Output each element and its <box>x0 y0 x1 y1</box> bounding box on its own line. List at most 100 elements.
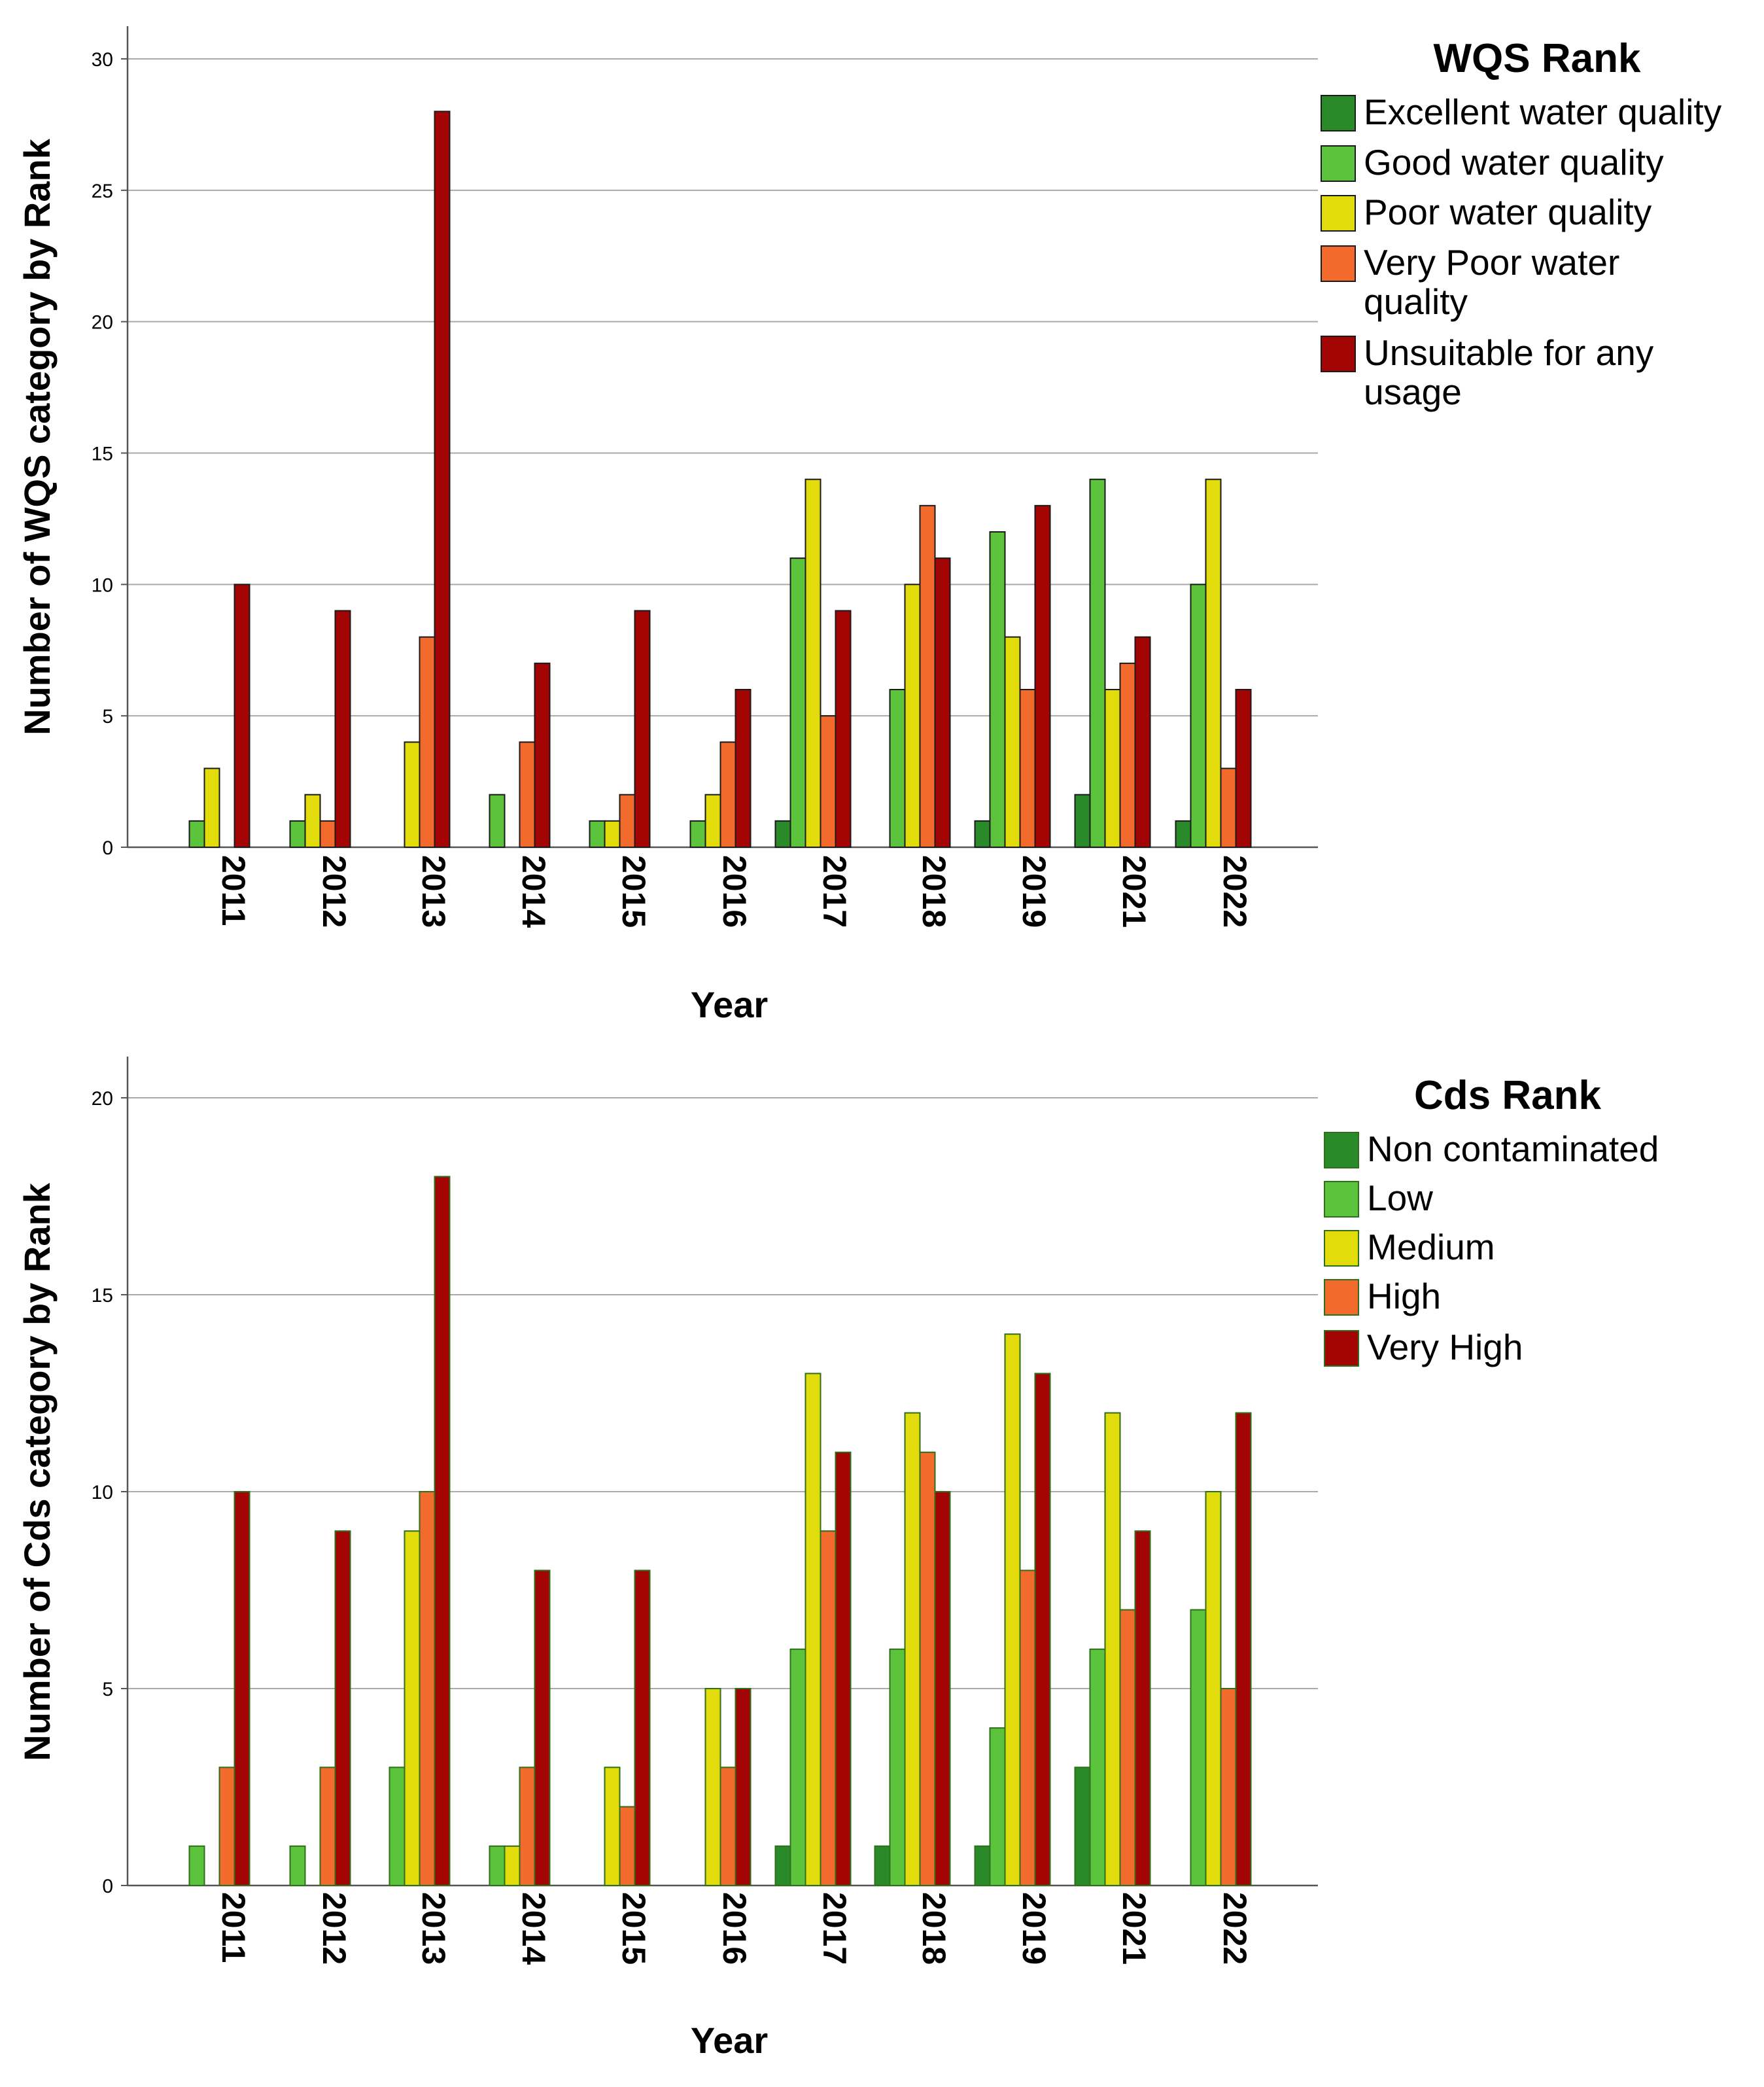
y-tick-label: 5 <box>102 706 113 728</box>
bar-2011-high <box>218 1766 235 1886</box>
bar-2017-non-contaminated <box>774 1845 791 1887</box>
chart-panel-2: 0 5 10 15 20 2011 2012 2013 2014 2015 2016 2017 2018… <box>16 1057 1659 2061</box>
x-category-label: 2021 <box>1116 1892 1152 1965</box>
bar-2021-very-high <box>1134 1530 1151 1886</box>
bar-2012-unsuitable-for-any-usage <box>334 610 351 848</box>
bar-2018-non-contaminated <box>874 1845 891 1887</box>
bar-2015-very-poor-water-quality <box>619 794 636 848</box>
legend-swatch <box>1321 336 1356 372</box>
x-category-label: 2022 <box>1217 1892 1253 1965</box>
legend-label: Very High <box>1367 1327 1523 1367</box>
legend-label: Low <box>1367 1178 1433 1218</box>
bar-2022-very-high <box>1235 1412 1252 1887</box>
bar-2019-high <box>1019 1570 1036 1886</box>
bar-2013-very-poor-water-quality <box>419 636 436 849</box>
legend-label: Very Poor water quality <box>1364 242 1619 322</box>
bar-2017-excellent-water-quality <box>774 820 791 849</box>
bar-2021-unsuitable-for-any-usage <box>1134 636 1151 849</box>
bar-2018-unsuitable-for-any-usage <box>934 557 951 849</box>
bar-2019-medium <box>1004 1333 1021 1886</box>
bar-2022-excellent-water-quality <box>1175 820 1192 849</box>
y-tick-label: 20 <box>92 312 113 334</box>
bar-2012-very-poor-water-quality <box>319 820 336 849</box>
bar-2015-medium <box>604 1766 621 1886</box>
bar-2016-medium <box>704 1688 721 1886</box>
chart-panel-1: 0 5 10 15 20 25 30 2011 2012 2013 2014 2015 2016 2017… <box>16 26 1722 1025</box>
bar-2015-unsuitable-for-any-usage <box>634 610 651 848</box>
bar-2016-very-poor-water-quality <box>719 741 736 849</box>
bar-2018-very-poor-water-quality <box>919 504 936 848</box>
bar-2021-high <box>1119 1609 1136 1887</box>
y-tick-label: 20 <box>92 1088 113 1110</box>
legend-swatch <box>1324 1230 1359 1267</box>
bar-2017-poor-water-quality <box>804 478 821 848</box>
bar-2012-poor-water-quality <box>304 794 321 848</box>
bar-2021-good-water-quality <box>1089 478 1106 848</box>
bar-2022-good-water-quality <box>1190 584 1207 848</box>
legend-swatch <box>1324 1132 1359 1168</box>
legend-swatch <box>1321 95 1356 132</box>
bar-2014-medium <box>504 1845 521 1887</box>
y-tick-label: 10 <box>92 1482 113 1503</box>
bar-2021-low <box>1089 1648 1106 1887</box>
x-axis-title: Year <box>691 2020 768 2061</box>
bar-2017-medium <box>804 1373 821 1886</box>
bar-2014-low <box>489 1845 506 1887</box>
x-category-label: 2018 <box>916 855 952 928</box>
legend-label: Unsuitable for any usage <box>1364 332 1654 412</box>
x-category-label: 2014 <box>515 1892 552 1965</box>
bar-2021-non-contaminated <box>1074 1766 1091 1886</box>
x-category-label: 2016 <box>716 855 753 928</box>
bar-2022-poor-water-quality <box>1205 478 1222 848</box>
bar-2019-low <box>989 1727 1006 1886</box>
y-tick-label: 5 <box>102 1679 113 1700</box>
bar-2021-medium <box>1104 1412 1121 1887</box>
bar-2013-medium <box>404 1530 421 1886</box>
bar-2013-very-high <box>434 1176 451 1886</box>
bar-2013-unsuitable-for-any-usage <box>434 111 451 848</box>
legend-title: Cds Rank <box>1414 1073 1601 1118</box>
y-tick-label: 15 <box>92 444 113 465</box>
y-tick-label: 0 <box>102 837 113 859</box>
bar-2015-high <box>619 1806 636 1887</box>
legend-swatch <box>1321 195 1356 232</box>
legend-swatch <box>1324 1181 1359 1218</box>
x-category-label: 2011 <box>215 1892 252 1963</box>
bar-2013-poor-water-quality <box>404 741 421 849</box>
bar-2019-very-poor-water-quality <box>1019 689 1036 848</box>
x-category-label: 2011 <box>215 855 252 926</box>
bar-2016-very-high <box>735 1688 752 1886</box>
x-category-label: 2016 <box>716 1892 753 1965</box>
x-category-label: 2012 <box>316 855 353 928</box>
legend-swatch <box>1321 245 1356 282</box>
bar-2018-high <box>919 1451 936 1887</box>
bar-2016-unsuitable-for-any-usage <box>735 689 752 848</box>
x-category-label: 2015 <box>615 855 652 928</box>
bar-2011-very-high <box>233 1491 251 1886</box>
bar-2021-very-poor-water-quality <box>1119 662 1136 848</box>
bar-2013-low <box>389 1766 406 1886</box>
legend-label: High <box>1367 1276 1441 1316</box>
bar-2017-very-poor-water-quality <box>820 715 837 848</box>
bar-2011-low <box>188 1845 205 1887</box>
bar-2017-unsuitable-for-any-usage <box>835 610 852 848</box>
x-category-label: 2013 <box>415 1892 452 1965</box>
y-tick-label: 25 <box>92 181 113 202</box>
legend-label: Poor water quality <box>1364 192 1652 232</box>
bar-2015-poor-water-quality <box>604 820 621 849</box>
bar-2017-good-water-quality <box>789 557 806 849</box>
x-category-label: 2019 <box>1016 1892 1052 1965</box>
y-axis-title: Number of WQS category by Rank <box>16 138 58 735</box>
bar-2014-good-water-quality <box>489 794 506 848</box>
bar-2014-very-poor-water-quality <box>519 741 536 849</box>
legend: WQS Rank Excellent water quality Good wate… <box>1321 36 1722 412</box>
bar-2019-good-water-quality <box>989 531 1006 848</box>
x-axis-title: Year <box>691 984 768 1025</box>
x-category-label: 2012 <box>316 1892 353 1965</box>
bar-2019-unsuitable-for-any-usage <box>1034 504 1051 848</box>
x-category-label: 2013 <box>415 855 452 928</box>
bar-2022-high <box>1220 1688 1237 1886</box>
x-category-label: 2019 <box>1016 855 1052 928</box>
bar-2016-good-water-quality <box>689 820 706 849</box>
